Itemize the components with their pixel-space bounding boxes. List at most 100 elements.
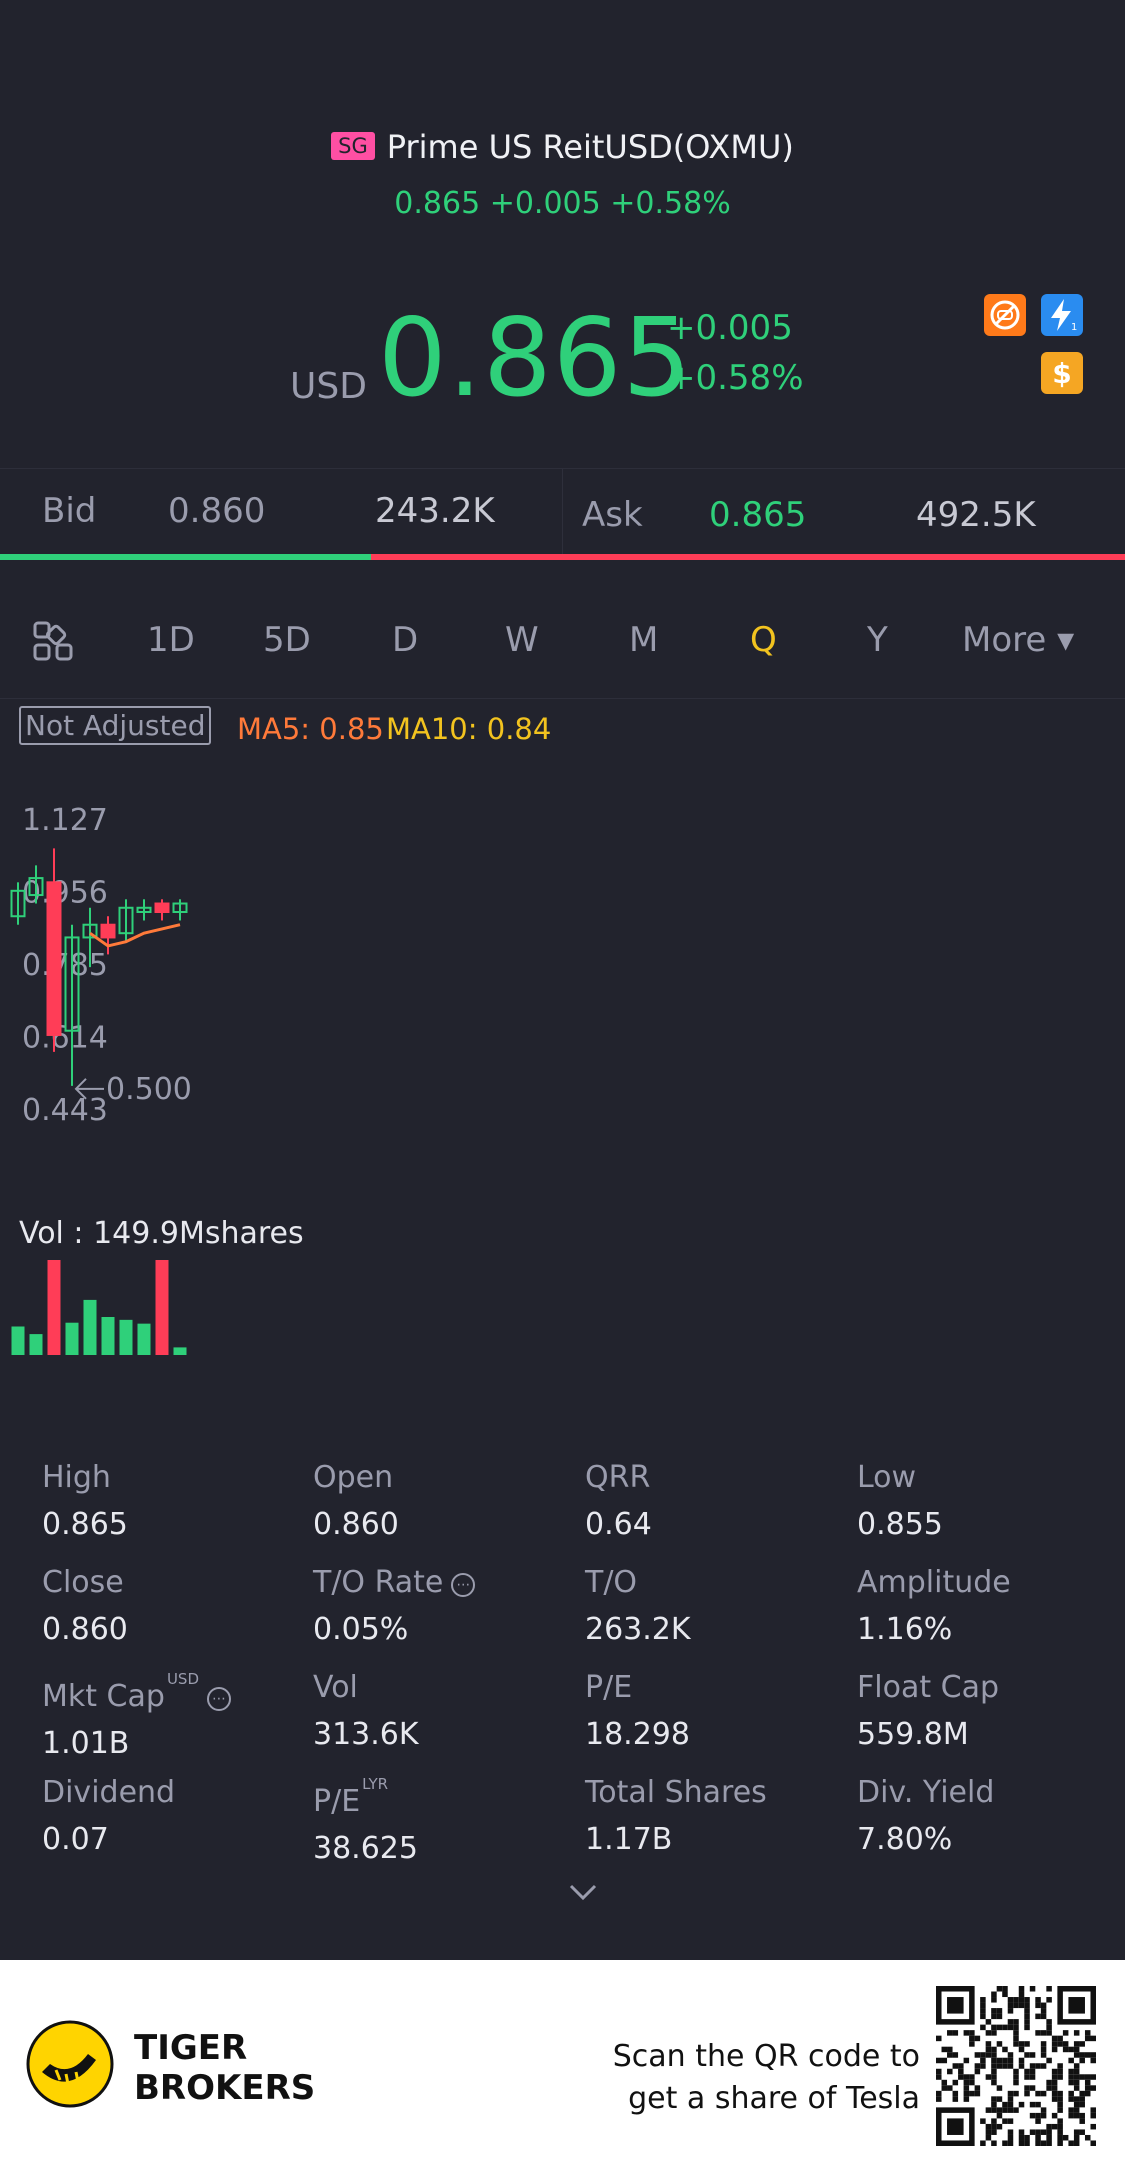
qr-module xyxy=(980,2013,986,2020)
qr-module xyxy=(1018,2129,1025,2135)
qr-module xyxy=(1057,2140,1063,2146)
qr-module xyxy=(1073,2041,1080,2047)
qr-module xyxy=(1057,2041,1063,2047)
chevron-down-icon[interactable] xyxy=(566,1880,600,1904)
stock-name: Prime US ReitUSD(OXMU) xyxy=(386,128,794,166)
volume-bar xyxy=(101,1317,115,1355)
qr-module xyxy=(969,2035,975,2042)
tab-q[interactable]: Q xyxy=(750,620,777,660)
stat-label: P/E xyxy=(313,1784,361,1819)
qr-module xyxy=(991,2052,997,2058)
scan-text: Scan the QR code to get a share of Tesla xyxy=(613,2036,920,2120)
qr-module xyxy=(963,2079,970,2086)
qr-module xyxy=(1057,2107,1063,2113)
qr-module xyxy=(1073,2068,1080,2075)
qr-module xyxy=(1035,2090,1041,2097)
qr-module xyxy=(991,1991,997,1998)
candle-body xyxy=(46,881,62,1036)
brand-line-1: TIGER xyxy=(134,2028,248,2068)
stat-value: 1.16% xyxy=(857,1612,953,1647)
qr-module xyxy=(1024,2134,1030,2141)
qr-module xyxy=(1051,2112,1058,2119)
qr-module xyxy=(996,1986,1003,1992)
volume-bar xyxy=(155,1260,169,1355)
qr-module xyxy=(1090,2057,1096,2064)
no-shorting-icon[interactable] xyxy=(984,294,1026,336)
qr-module xyxy=(991,2046,997,2053)
qr-finder xyxy=(947,2118,964,2135)
qr-module xyxy=(1018,2063,1025,2069)
stat-label: Mkt Cap xyxy=(42,1679,165,1714)
qr-module xyxy=(1040,2107,1047,2113)
qr-module xyxy=(991,2096,997,2102)
qr-module xyxy=(1018,1986,1025,1992)
stat-p-e-13: P/E LYR 38.625 xyxy=(313,1775,583,1866)
qr-module xyxy=(1024,2002,1030,2009)
tab-more[interactable]: More ▾ xyxy=(962,620,1075,660)
qr-module xyxy=(1073,2107,1080,2113)
qr-module xyxy=(1013,2079,1019,2086)
bid-ask-divider xyxy=(562,469,563,559)
stat-t-o-rate-5: T/O Rate ⋯ 0.05% xyxy=(313,1565,583,1647)
qr-module xyxy=(963,2057,970,2064)
qr-code-icon[interactable] xyxy=(936,1986,1096,2146)
qr-module xyxy=(985,2046,992,2053)
qr-module xyxy=(1029,1986,1036,1992)
tab-y[interactable]: Y xyxy=(867,620,888,660)
qr-module xyxy=(1024,2068,1030,2075)
qr-module xyxy=(1057,2068,1063,2075)
qr-module xyxy=(1035,2134,1041,2141)
stock-title: SG Prime US ReitUSD(OXMU) xyxy=(0,128,1125,166)
qr-module xyxy=(1013,2041,1019,2047)
qr-module xyxy=(996,2057,1003,2064)
info-icon[interactable]: ⋯ xyxy=(451,1573,476,1597)
qr-module xyxy=(1051,2096,1058,2102)
qr-module xyxy=(985,2030,992,2036)
qr-module xyxy=(941,2085,948,2091)
qr-module xyxy=(991,2024,997,2031)
tab-m[interactable]: M xyxy=(629,620,659,660)
stat-value: 0.860 xyxy=(42,1612,128,1647)
qr-module xyxy=(1002,1986,1008,1992)
stat-superscript: LYR xyxy=(362,1775,389,1793)
qr-module xyxy=(1079,2118,1085,2124)
qr-module xyxy=(996,2085,1003,2091)
lightning-icon[interactable]: 1 xyxy=(1041,294,1083,336)
qr-module xyxy=(1013,2030,1019,2036)
qr-module xyxy=(991,2107,997,2113)
stat-close-4: Close 0.860 xyxy=(42,1565,312,1647)
qr-module xyxy=(1007,1997,1014,2003)
stat-value: 0.64 xyxy=(585,1507,652,1542)
qr-module xyxy=(963,2090,970,2097)
info-icon[interactable]: ⋯ xyxy=(207,1687,231,1711)
qr-module xyxy=(996,2024,1003,2031)
volume-bar xyxy=(83,1299,97,1355)
stat-open-1: Open 0.860 xyxy=(313,1460,583,1542)
tab-w[interactable]: W xyxy=(505,620,539,660)
qr-module xyxy=(1024,2085,1030,2091)
y-tick-label: 0.443 xyxy=(22,1093,108,1128)
footer-banner: TIGER BROKERS Scan the QR code to get a … xyxy=(0,1960,1125,2178)
qr-module xyxy=(1007,2090,1014,2097)
dollar-icon[interactable]: $ xyxy=(1041,352,1083,394)
tab-5d[interactable]: 5D xyxy=(263,620,311,660)
stat-value: 559.8M xyxy=(857,1717,969,1752)
qr-module xyxy=(947,2030,953,2036)
qr-module xyxy=(1007,2052,1014,2058)
candle-body xyxy=(136,906,152,914)
currency-label: USD xyxy=(290,366,367,407)
tab-1d[interactable]: 1D xyxy=(147,620,195,660)
grid-layout-icon[interactable] xyxy=(32,620,74,662)
qr-module xyxy=(1029,2101,1036,2108)
qr-module xyxy=(1051,2090,1058,2097)
qr-module xyxy=(1079,2041,1085,2047)
qr-module xyxy=(1090,2074,1096,2080)
qr-module xyxy=(985,2019,992,2025)
qr-module xyxy=(1018,2140,1025,2146)
qr-module xyxy=(980,2024,986,2031)
candle-body xyxy=(10,889,26,918)
tab-d[interactable]: D xyxy=(392,620,419,660)
qr-module xyxy=(1040,2090,1047,2097)
adjustment-toggle[interactable]: Not Adjusted xyxy=(19,706,212,745)
